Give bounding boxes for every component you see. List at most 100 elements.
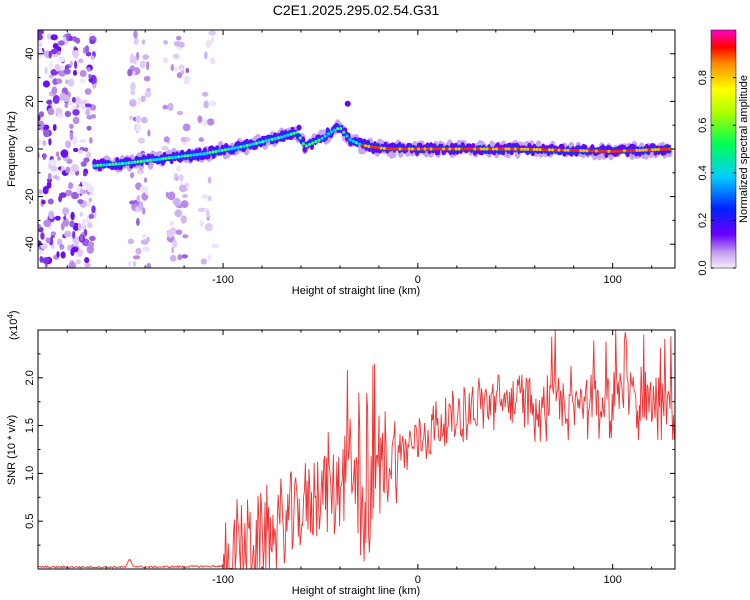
ridge-core bbox=[286, 133, 290, 137]
ridge-core bbox=[208, 151, 212, 155]
noise-blob bbox=[141, 116, 148, 124]
ridge-core bbox=[339, 126, 343, 131]
noise-blob bbox=[183, 75, 191, 83]
ridge-core bbox=[495, 147, 499, 151]
ridge-core bbox=[404, 147, 408, 151]
ridge-core bbox=[183, 154, 187, 158]
noise-blob bbox=[202, 119, 208, 127]
ridge-core bbox=[158, 157, 162, 161]
noise-blob bbox=[175, 229, 183, 235]
noise-blob bbox=[70, 170, 75, 176]
noise-blob bbox=[136, 217, 140, 226]
noise-blob bbox=[52, 124, 57, 131]
y-tick-label: 0.5 bbox=[24, 514, 36, 529]
ridge-core bbox=[466, 147, 471, 151]
ridge-core bbox=[314, 140, 318, 144]
noise-blob bbox=[182, 194, 188, 199]
ridge-core bbox=[657, 147, 661, 152]
noise-blob bbox=[71, 191, 79, 200]
noise-blob bbox=[92, 83, 97, 89]
ridge-core bbox=[133, 160, 137, 164]
ridge-core bbox=[470, 147, 474, 151]
ridge-core bbox=[451, 147, 455, 151]
noise-blob bbox=[161, 146, 169, 151]
noise-blob bbox=[65, 140, 72, 149]
ridge-core bbox=[551, 148, 555, 152]
ridge-core bbox=[248, 143, 252, 147]
noise-blob bbox=[170, 64, 174, 72]
ridge-core bbox=[547, 148, 552, 152]
y-tick-label: 40 bbox=[24, 48, 36, 60]
noise-blob bbox=[58, 40, 65, 46]
noise-blob bbox=[133, 30, 138, 39]
ridge-core bbox=[283, 134, 287, 138]
noise-blob bbox=[87, 185, 95, 193]
ridge-core bbox=[463, 147, 467, 151]
x-tick-label: 0 bbox=[415, 574, 421, 586]
noise-blob bbox=[139, 185, 147, 193]
y-tick-label: -40 bbox=[24, 236, 36, 252]
noise-blob bbox=[86, 245, 95, 254]
noise-blob bbox=[73, 239, 80, 247]
ridge-core bbox=[205, 151, 209, 155]
colorbar-tick-label: 0.8 bbox=[697, 70, 709, 85]
ridge-core bbox=[432, 147, 436, 151]
noise-blob bbox=[77, 199, 84, 205]
noise-blob bbox=[84, 45, 90, 54]
ridge-core bbox=[435, 147, 439, 151]
ridge-core bbox=[613, 149, 617, 153]
ridge-core bbox=[105, 163, 109, 167]
noise-blob bbox=[180, 200, 189, 209]
ridge-core bbox=[582, 149, 586, 153]
noise-blob bbox=[163, 136, 170, 143]
noise-blob bbox=[57, 238, 63, 246]
noise-blob bbox=[71, 136, 78, 145]
noise-blob bbox=[80, 161, 87, 167]
ridge-core bbox=[392, 147, 396, 151]
noise-blob bbox=[42, 257, 50, 264]
noise-blob bbox=[182, 234, 189, 239]
x-tick-label: -100 bbox=[212, 574, 234, 586]
noise-blob bbox=[174, 66, 178, 72]
noise-blob bbox=[197, 207, 206, 212]
ridge-core bbox=[576, 148, 580, 153]
ridge-core bbox=[588, 149, 592, 153]
ridge-core bbox=[351, 139, 355, 143]
noise-blob bbox=[40, 232, 45, 240]
noise-blob bbox=[207, 254, 212, 261]
noise-blob bbox=[67, 244, 72, 251]
ridge-core bbox=[666, 147, 670, 151]
ridge-core bbox=[410, 147, 414, 151]
snr-scale-prefix: (x10 bbox=[8, 319, 20, 340]
ridge-core bbox=[616, 149, 620, 153]
noise-blob bbox=[72, 116, 80, 125]
ridge-core bbox=[535, 147, 539, 152]
noise-blob bbox=[89, 137, 93, 144]
ridge-core bbox=[429, 147, 433, 151]
noise-blob bbox=[207, 195, 212, 202]
snr-axes: -100 0 100 0.5 1.0 1.5 2.0 bbox=[24, 330, 675, 586]
colorbar-axes: 0.0 0.2 0.4 0.6 0.8 bbox=[697, 70, 736, 276]
noise-blob bbox=[73, 49, 79, 59]
noise-blob bbox=[55, 151, 60, 157]
noise-blob bbox=[129, 56, 134, 64]
noise-blob bbox=[51, 86, 58, 95]
ridge-core bbox=[585, 149, 589, 153]
noise-blob bbox=[38, 189, 44, 195]
noise-blob bbox=[181, 254, 188, 259]
noise-blob bbox=[129, 115, 134, 121]
ridge-core bbox=[96, 163, 100, 167]
ridge-core bbox=[395, 147, 399, 151]
ridge-core bbox=[460, 147, 464, 151]
noise-blob bbox=[62, 207, 70, 215]
noise-blob bbox=[130, 172, 135, 179]
ridge-core bbox=[329, 130, 333, 134]
noise-blob bbox=[38, 111, 45, 118]
noise-blob bbox=[72, 109, 80, 116]
noise-blob bbox=[179, 174, 184, 182]
noise-blob bbox=[56, 78, 63, 84]
ridge-core bbox=[220, 148, 224, 152]
noise-blob bbox=[142, 233, 147, 238]
noise-blob bbox=[50, 231, 57, 236]
ridge-core bbox=[650, 148, 655, 152]
